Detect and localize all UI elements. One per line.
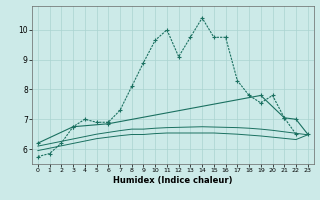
X-axis label: Humidex (Indice chaleur): Humidex (Indice chaleur) xyxy=(113,176,233,185)
